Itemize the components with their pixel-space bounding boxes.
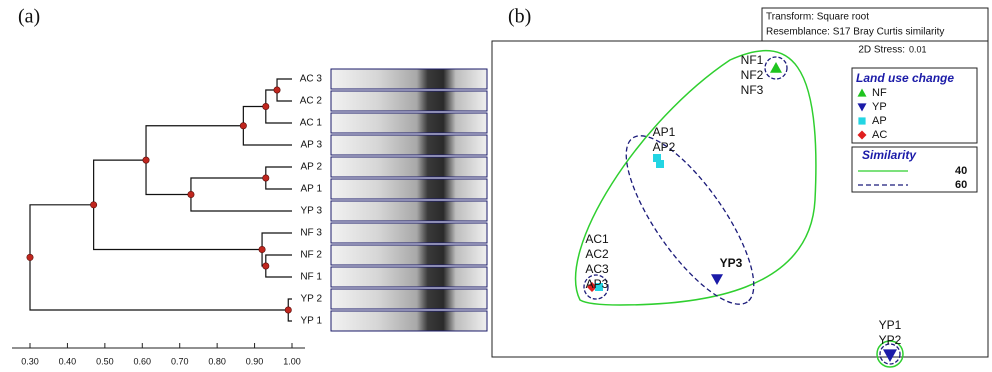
legend-label: NF <box>872 87 887 99</box>
gel-lane <box>331 157 487 177</box>
x-tick-label: 0.40 <box>59 356 77 366</box>
marker <box>656 160 664 168</box>
leaf-label: NF 2 <box>300 250 322 261</box>
gel-lane <box>331 135 487 155</box>
node <box>263 263 269 269</box>
leaf-label: YP 1 <box>301 316 323 327</box>
point-label: AP3 <box>586 277 609 291</box>
node <box>274 87 280 93</box>
gel-lane <box>331 113 487 133</box>
stress-label: 2D Stress: <box>858 45 905 56</box>
point-label: AC1 <box>585 232 609 246</box>
point-label: YP1 <box>879 318 902 332</box>
marker <box>770 62 782 73</box>
point-label: YP2 <box>879 333 902 347</box>
branch <box>94 160 262 249</box>
point-label: NF2 <box>741 68 764 82</box>
node <box>263 103 269 109</box>
point-label: NF3 <box>741 83 764 97</box>
contour-60 <box>605 119 775 322</box>
node <box>263 175 269 181</box>
branch <box>191 178 292 211</box>
x-tick-label: 1.00 <box>283 356 301 366</box>
node <box>259 246 265 252</box>
legend-label: YP <box>872 101 887 113</box>
branch <box>262 233 292 266</box>
stress-value: 0.01 <box>909 44 927 54</box>
point-label: AP1 <box>653 125 676 139</box>
legend-title: Similarity <box>862 148 917 162</box>
node <box>90 202 96 208</box>
legend-label: 60 <box>955 179 967 191</box>
leaf-label: AC 1 <box>300 118 323 129</box>
leaf-label: NF 3 <box>300 228 322 239</box>
leaf-label: AP 2 <box>301 162 323 173</box>
branch <box>266 167 292 189</box>
x-tick-label: 0.30 <box>21 356 39 366</box>
gel-lane <box>331 91 487 111</box>
x-tick-label: 0.70 <box>171 356 189 366</box>
branch <box>30 205 288 310</box>
leaf-label: AC 3 <box>300 74 323 85</box>
legend-label: 40 <box>955 165 967 177</box>
gel-lane <box>331 179 487 199</box>
gel-lane <box>331 289 487 309</box>
x-tick-label: 0.60 <box>134 356 152 366</box>
x-tick-label: 0.90 <box>246 356 264 366</box>
point-label: NF1 <box>741 53 764 67</box>
marker <box>711 274 723 285</box>
legend-label: AP <box>872 115 887 127</box>
node <box>285 307 291 313</box>
branch <box>243 107 292 146</box>
node <box>143 157 149 163</box>
gel-lane <box>331 267 487 287</box>
x-tick-label: 0.50 <box>96 356 114 366</box>
marker <box>858 117 865 124</box>
marker <box>883 349 897 362</box>
gel-lane <box>331 311 487 331</box>
legend-label: AC <box>872 129 887 141</box>
leaf-label: YP 3 <box>301 206 323 217</box>
legend-title: Land use change <box>856 71 954 85</box>
panel-label: (a) <box>18 6 40 28</box>
point-label: AP2 <box>653 140 676 154</box>
gel-lane <box>331 201 487 221</box>
branch <box>266 255 292 277</box>
gel-lane <box>331 245 487 265</box>
gel-lane <box>331 223 487 243</box>
contour-40 <box>576 51 816 305</box>
leaf-label: AP 3 <box>301 140 323 151</box>
node <box>240 123 246 129</box>
gel-lane <box>331 69 487 89</box>
point-label: YP3 <box>720 256 743 270</box>
transform: Transform: Square root <box>766 12 869 23</box>
branch <box>146 126 243 195</box>
leaf-label: AP 1 <box>301 184 323 195</box>
x-tick-label: 0.80 <box>208 356 226 366</box>
leaf-label: NF 1 <box>300 272 322 283</box>
node <box>188 191 194 197</box>
panel-label: (b) <box>508 6 531 28</box>
node <box>27 254 33 260</box>
leaf-label: AC 2 <box>300 96 323 107</box>
point-label: AC3 <box>585 262 609 276</box>
leaf-label: YP 2 <box>301 294 323 305</box>
figure: (a) (b) Transform: Square root Resemblan… <box>0 0 992 372</box>
point-label: AC2 <box>585 247 609 261</box>
resemblance: Resemblance: S17 Bray Curtis similarity <box>766 27 944 38</box>
branch <box>266 90 292 123</box>
